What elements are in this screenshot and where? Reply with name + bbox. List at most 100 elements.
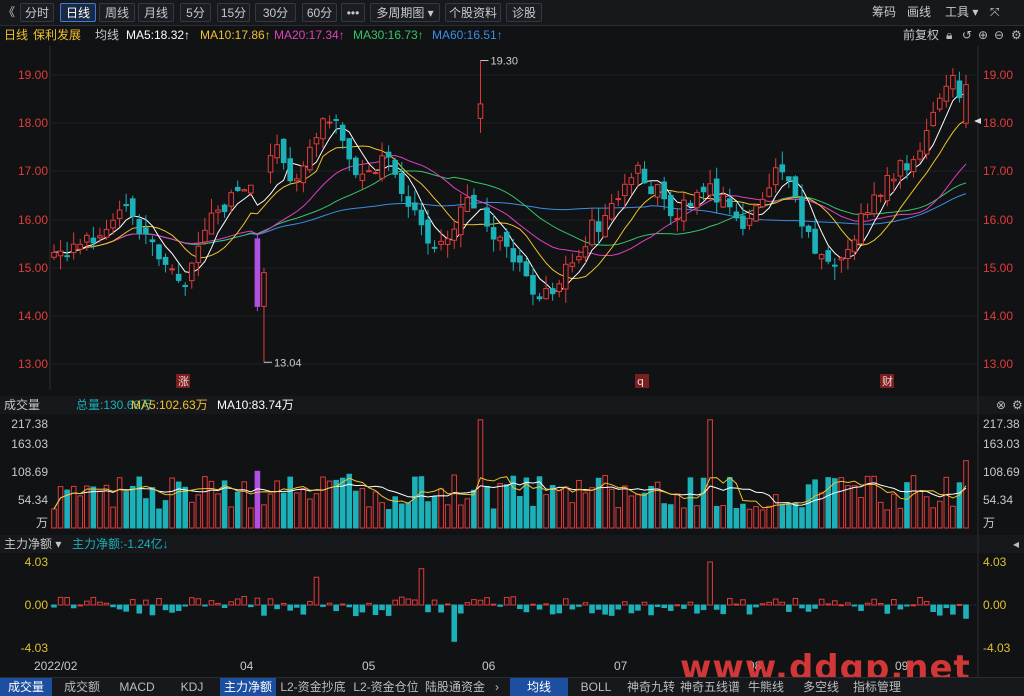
volume-bar [733,508,740,529]
volume-bar [477,419,484,529]
tab-profile[interactable]: 个股资料 [445,3,501,22]
expand-icon[interactable]: ⤧ [990,5,1000,19]
candle-body [149,239,156,243]
tab-monthly[interactable]: 月线 [138,3,174,22]
flow-title[interactable]: 主力净额 ▾ [4,537,62,551]
tab-15min[interactable]: 15分 [217,3,250,22]
flow-axis-r-label: 0.00 [983,598,1007,612]
indicator-tab[interactable]: L2-资金抄底 [280,680,346,694]
volume-bar [366,506,372,529]
indicator-tab[interactable]: 陆股通资金 [424,680,485,694]
volume-bar [956,482,963,529]
volume-bar [943,476,950,529]
tab-fenshi[interactable]: 分时 [20,3,54,22]
tab-60min[interactable]: 60分 [302,3,337,22]
indicator-tab[interactable]: MACD [119,680,155,694]
tab-weekly[interactable]: 周线 [99,3,135,22]
candle-body [923,129,930,155]
indicator-tab[interactable]: › [495,680,499,694]
flow-bar [871,598,877,606]
ma-label[interactable]: 均线 [95,28,120,42]
settings-icon[interactable]: ⚙ [1011,28,1022,42]
tab-multi-period[interactable]: 多周期图 ▾ [370,3,440,22]
volume-bar [654,481,661,529]
candle-body [667,194,674,217]
zoom-out-icon[interactable]: ⊖ [994,28,1005,42]
flow-bar [136,604,143,614]
indicator-tab[interactable]: KDJ [180,680,204,694]
candle-body [254,238,261,307]
flow-bar [923,601,930,606]
indicator-tab[interactable]: 牛熊线 [747,680,784,694]
tab-more[interactable]: ••• [341,3,365,22]
flow-bar [891,599,897,606]
indicator-tab[interactable]: 神奇九转 [626,680,675,694]
candle-body [307,146,313,171]
tab-daily[interactable]: 日线 [60,3,96,22]
candle-body [162,256,169,265]
flow-bar [661,604,667,609]
settings-icon[interactable]: ⚙ [1012,398,1023,412]
volume-bar [517,495,523,529]
indicator-tab[interactable]: 指标管理 [852,680,901,694]
close-icon[interactable]: ⊗ [996,398,1007,412]
candle-body [681,199,687,222]
indicator-tabbar: 成交量 成交额 MACD KDJ 主力净额 L2-资金抄底 L2-资金仓位 陆股通资金 › 均线 B… [0,677,1024,696]
volume-title[interactable]: 成交量 [4,398,41,412]
tab-diagnose[interactable]: 诊股 [506,3,542,22]
candle-body [530,275,536,295]
candle-body [648,186,654,195]
volume-bar [438,488,444,529]
indicator-tab[interactable]: 多空线 [802,680,839,694]
ma20-value: MA20:17.34↑ [274,28,345,42]
tools-button[interactable]: 工具 ▾ [945,5,979,19]
volume-bar [562,486,569,529]
candle-body [589,219,595,246]
candle-body [372,172,379,175]
flow-bar [746,604,753,615]
volume-bar [228,506,234,529]
scroll-right-icon[interactable]: ◂ [1013,537,1020,551]
candle-body [333,119,339,122]
flow-axis-l-label: -4.03 [20,641,48,655]
indicator-tab[interactable]: L2-资金仓位 [353,680,419,694]
indicator-tab[interactable]: BOLL [580,680,612,694]
chips-button[interactable]: 筹码 [872,5,897,19]
volume-bar [877,501,884,529]
stock-name[interactable]: 保利发展 [33,28,82,42]
tab-5min[interactable]: 5分 [180,3,211,22]
volume-bar [287,476,294,529]
volume-bar [825,477,832,529]
volume-bar [753,506,759,529]
indicator-tab[interactable]: 成交量 [0,678,52,696]
ma30-value: MA30:16.73↑ [353,28,424,42]
indicator-tab[interactable]: 均线 [510,678,568,696]
flow-bar [910,604,917,607]
back-button[interactable]: 《 [3,5,16,19]
volume-bar [805,484,812,529]
price-axis-r-label: 18.00 [983,116,1014,130]
flow-bar [182,604,189,607]
lock-icon[interactable]: 🔒︎ [946,28,953,42]
flow-bar [799,604,805,609]
volume-bar [182,486,189,529]
volume-bar [70,485,77,529]
draw-line-button[interactable]: 画线 [907,5,932,19]
indicator-tab[interactable]: 成交额 [63,680,100,694]
undo-icon[interactable]: ↺ [962,28,973,42]
zoom-in-icon[interactable]: ⊕ [978,28,989,42]
indicator-tab[interactable]: 神奇五线谱 [680,680,741,694]
tab-30min[interactable]: 30分 [255,3,296,22]
candle-body [228,192,234,207]
candle-body [602,215,608,238]
volume-bar [622,485,628,529]
volume-bar [681,507,687,529]
volume-bar [484,485,490,529]
candle-body [234,186,241,191]
candle-body [116,209,123,220]
volume-bar [503,484,510,529]
adjust-toggle[interactable]: 前复权 [903,28,940,42]
flow-bar [208,600,215,606]
indicator-tab[interactable]: 主力净额 [220,678,276,696]
